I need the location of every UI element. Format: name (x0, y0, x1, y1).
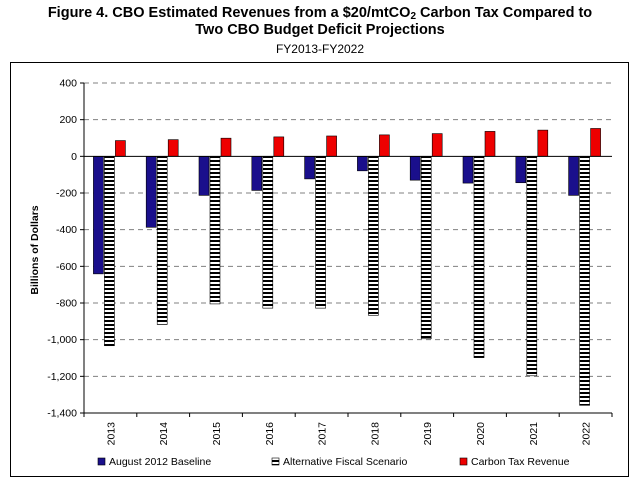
bar (315, 156, 326, 309)
bar (209, 156, 221, 305)
bar (104, 156, 115, 347)
bar (431, 133, 443, 157)
x-tick-label: 2019 (422, 422, 434, 446)
legend-swatch (459, 457, 468, 466)
bars (93, 128, 601, 406)
y-tick-label: -200 (56, 188, 77, 200)
axes: 400 200 0 -200 -400 -600 -800 -1,000 -1,200 -1,40… (29, 78, 613, 446)
y-tick-label: -1,200 (47, 371, 77, 383)
bar (537, 129, 549, 157)
legend-label: August 2012 Baseline (109, 456, 211, 468)
bar (368, 156, 379, 316)
y-tick-label: -1,400 (47, 408, 77, 420)
bar (167, 139, 179, 157)
x-tick-label: 2015 (211, 422, 223, 446)
legend-label: Carbon Tax Revenue (471, 456, 570, 468)
bar (568, 156, 579, 196)
y-tick-label: 0 (71, 151, 77, 163)
chart-subtitle: FY2013-FY2022 (275, 42, 365, 56)
x-tick-label: 2013 (105, 422, 117, 446)
gridlines (84, 82, 612, 377)
bar (420, 156, 432, 340)
bar (379, 134, 390, 157)
bar (526, 156, 538, 377)
chart-title-line2: Two CBO Budget Deficit Projections (195, 22, 445, 38)
x-tick-label: 2021 (528, 422, 540, 446)
bar (115, 140, 126, 157)
x-tick-label: 2017 (317, 422, 329, 446)
bar (462, 156, 474, 184)
bar (484, 131, 496, 157)
x-tick-label: 2016 (264, 422, 276, 446)
bar (156, 156, 168, 325)
bar (93, 156, 104, 275)
bar (262, 156, 274, 309)
bar (326, 135, 337, 157)
legend-swatch (97, 457, 106, 466)
y-tick-label: -600 (56, 261, 77, 273)
bar (198, 156, 210, 196)
y-tick-label: -1,000 (47, 334, 77, 346)
bar (304, 156, 315, 180)
bar (357, 156, 368, 172)
x-tick-label: 2014 (158, 422, 170, 446)
legend: August 2012 Baseline Alternative Fiscal S… (97, 456, 570, 468)
chart-frame (10, 62, 629, 477)
y-tick-label: 400 (59, 78, 77, 90)
bar (579, 156, 590, 406)
legend-swatch (271, 457, 280, 466)
x-tick-label: 2020 (475, 422, 487, 446)
chart-title-line1: Figure 4. CBO Estimated Revenues from a … (47, 5, 593, 22)
y-axis-label: Billions of Dollars (29, 205, 41, 294)
bar (220, 137, 232, 157)
legend-label: Alternative Fiscal Scenario (283, 456, 407, 468)
bar (473, 156, 485, 358)
y-tick-label: 200 (59, 114, 77, 126)
bar (145, 156, 157, 228)
bar (273, 136, 285, 157)
y-tick-label: -400 (56, 224, 77, 236)
bar (409, 156, 421, 181)
x-tick-label: 2022 (581, 422, 593, 446)
bar (515, 156, 527, 184)
bar (251, 156, 263, 191)
x-tick-label: 2018 (369, 422, 381, 446)
bar (590, 128, 601, 157)
y-tick-label: -800 (56, 298, 77, 310)
